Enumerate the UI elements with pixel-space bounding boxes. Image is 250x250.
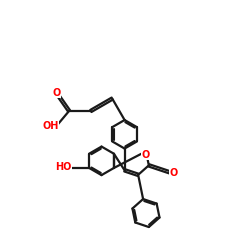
Text: O: O <box>169 168 177 178</box>
Text: OH: OH <box>42 121 59 131</box>
Text: O: O <box>53 88 61 98</box>
Text: O: O <box>142 150 150 160</box>
Text: HO: HO <box>56 162 72 172</box>
